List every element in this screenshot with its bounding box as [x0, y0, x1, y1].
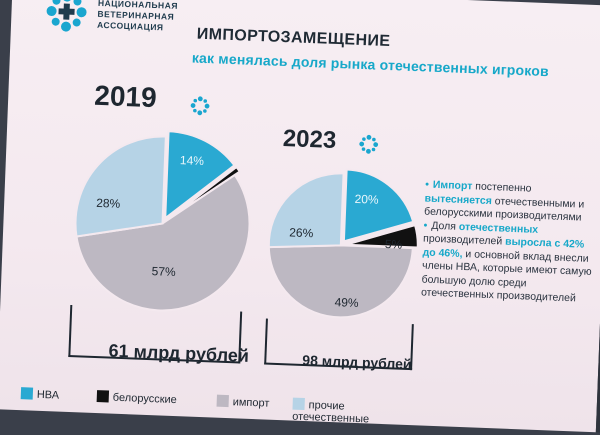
pie-2023-import-label: 49% [334, 295, 359, 311]
year-2023: 2023 [282, 125, 337, 155]
pie-chart-2019 [74, 130, 251, 312]
legend-swatch-belarus [96, 390, 110, 403]
slide-subtitle: как менялась доля рынка отечественных иг… [191, 49, 550, 80]
note-import: • Импорт постепенно вытесняется отечестве… [423, 178, 585, 224]
pie-slice-nva [164, 130, 236, 221]
bullet-icon: • [424, 178, 430, 191]
pie-2023-belarus-label: 5% [384, 237, 403, 252]
pie-2023-nva-label: 20% [354, 191, 379, 207]
pie-slice-nva [342, 168, 415, 243]
year-2019: 2019 [93, 79, 158, 114]
slide-title: ИМПОРТОЗАМЕЩЕНИЕ [196, 25, 391, 51]
pie-slice-belarus [166, 165, 242, 221]
legend-item-import: импорт [216, 394, 270, 410]
pie-slice-belarus [345, 223, 419, 249]
pie-slice-domestic [267, 172, 345, 249]
legend-swatch-nva [20, 387, 34, 400]
amount-2023: 98 млрд рублей [302, 351, 412, 373]
pie-slice-import [267, 244, 414, 319]
chart-legend: НВА белорусские импорт прочие отечествен… [20, 387, 401, 426]
legend-swatch-import [216, 394, 229, 408]
legend-swatch-domestic [292, 397, 305, 411]
legend-item-nva: НВА [20, 387, 60, 402]
pie-slice-domestic [74, 135, 167, 238]
pie-2019-domestic-label: 28% [95, 195, 121, 211]
pie-2019-nva-label: 14% [179, 153, 205, 169]
amount-2019: 61 млрд рублей [108, 340, 250, 366]
nva-snowflake-icon [190, 96, 210, 116]
pie-2023-domestic-label: 26% [288, 225, 314, 241]
notes-text: • Импорт постепенно вытесняется отечестве… [421, 179, 596, 307]
pie-2019-import-label: 57% [151, 264, 176, 279]
bullet-icon: • [423, 218, 428, 232]
nva-snowflake-icon [359, 134, 379, 154]
legend-item-belarus: белорусские [96, 390, 177, 406]
pie-slice-import [75, 173, 251, 312]
association-logo-icon [46, 0, 87, 32]
association-name: НАЦИОНАЛЬНАЯ ВЕТЕРИНАРНАЯ АССОЦИАЦИЯ [97, 0, 178, 34]
note-domestic-share: • Доля отечественных производителей вырос… [420, 218, 592, 305]
pie-chart-2023 [267, 168, 419, 319]
legend-item-domestic: прочие отечественные [291, 397, 370, 426]
